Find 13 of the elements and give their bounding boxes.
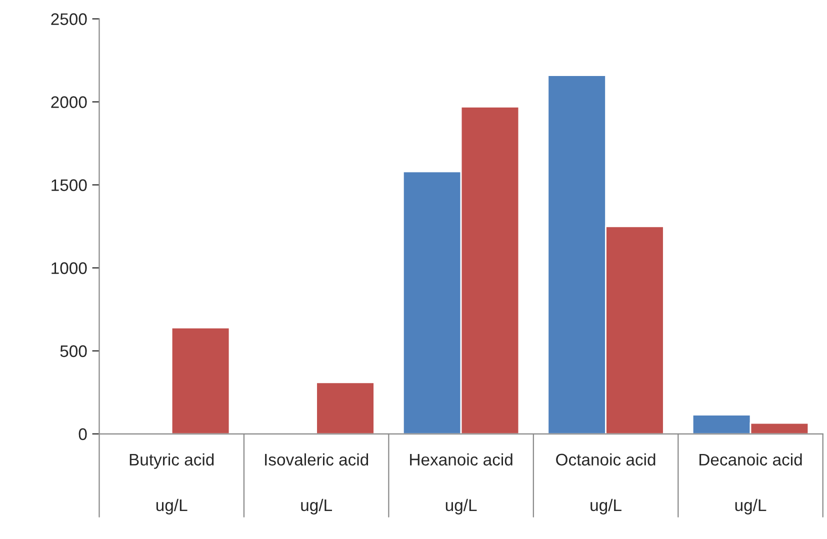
bar: [170, 326, 230, 434]
category-label: Decanoic acid ug/L: [700, 453, 802, 514]
category-label: Butyric acid ug/L: [130, 453, 214, 514]
category-label: Octanoic acid ug/L: [556, 453, 656, 514]
y-tick-label: 1000: [52, 262, 87, 274]
bar: [316, 382, 375, 434]
y-tick-label: 500: [60, 345, 87, 358]
y-tick-label: 0: [78, 428, 87, 440]
y-tick-label: 2000: [51, 96, 87, 108]
y-tick-label: 1500: [52, 179, 87, 192]
category-label: Hexanoic acid ug/L: [410, 453, 512, 514]
category-label: Isovaleric acid ug/L: [265, 453, 368, 514]
y-tick-label: 2500: [51, 13, 87, 26]
